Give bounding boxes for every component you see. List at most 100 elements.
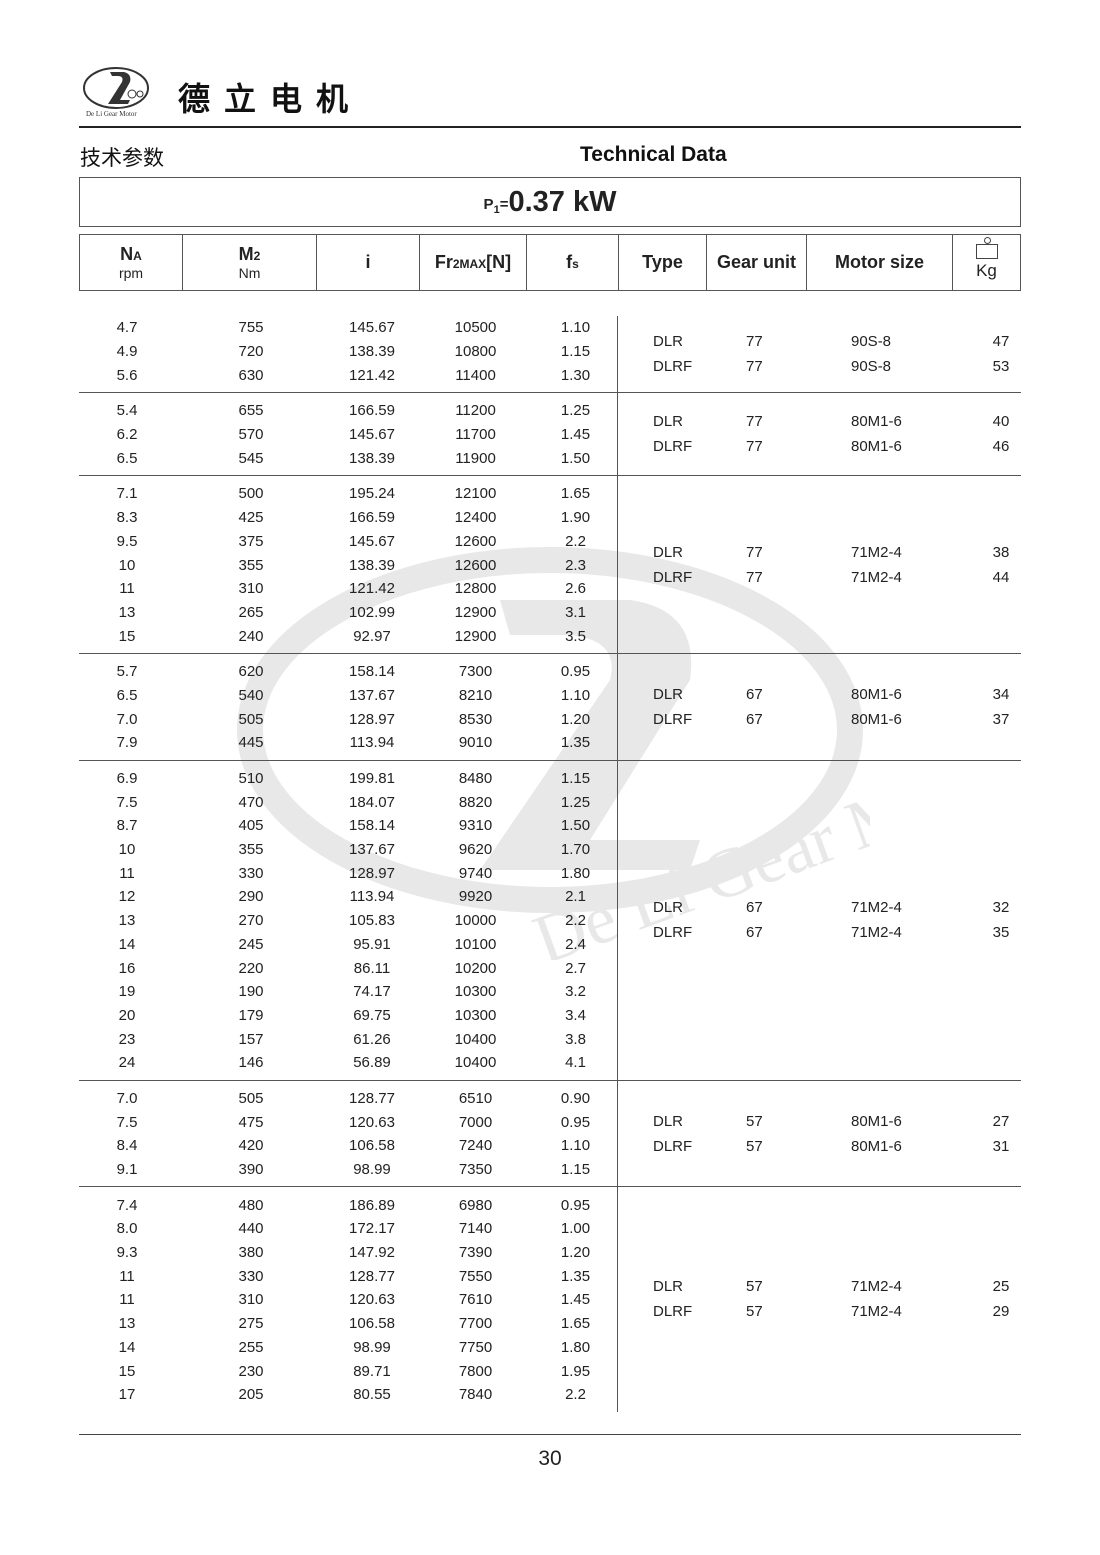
cell: 6.2: [116, 426, 138, 444]
spec-cell: 77: [746, 413, 763, 431]
cell: 9010: [458, 734, 493, 752]
cell: 12800: [454, 580, 497, 598]
spec-block: DLR 67 71M2-4 32 DLRF 67 71M2-4 35: [618, 761, 1036, 1080]
spec-cell: 38: [992, 543, 1010, 561]
cell: 3.5: [565, 627, 586, 645]
spec-block: DLR 57 71M2-4 25 DLRF 57 71M2-4 29: [618, 1187, 1036, 1411]
cell: 1.30: [560, 366, 591, 384]
performance-rows: 6.9 510 199.81 8480 1.15 7.5 470 184.07 8820 1.25…: [79, 760, 618, 1080]
cell: 470: [238, 793, 264, 811]
cell: 275: [238, 1315, 264, 1333]
page-number: 30: [538, 1447, 562, 1470]
spec-cell: 35: [992, 924, 1010, 942]
cell: 8.3: [116, 509, 138, 527]
spec-row: DLR 57 71M2-4 25: [618, 1274, 1036, 1299]
spec-block: DLR 67 80M1-6 34 DLRF 67 80M1-6 37: [618, 654, 1036, 760]
spec-cell: 47: [992, 333, 1010, 351]
cell: 10500: [454, 319, 497, 337]
cell: 172.17: [349, 1220, 395, 1238]
cell: 7800: [458, 1362, 493, 1380]
cell: 1.95: [560, 1362, 591, 1380]
cell: 92.97: [353, 627, 391, 645]
row-group: 7.0 505 128.77 6510 0.90 7.5 475 120.63 7000 0.95…: [79, 1080, 1021, 1188]
spec-cell: DLRF: [653, 1137, 693, 1155]
cell: 56.89: [353, 1054, 391, 1072]
cell: 6980: [458, 1196, 493, 1214]
table-row: 6.2 570 145.67 11700 1.45: [79, 423, 617, 447]
cell: 630: [238, 366, 264, 384]
performance-rows: 4.7 755 145.67 10500 1.10 4.9 720 138.39 10800 1.…: [79, 316, 618, 393]
spec-cell: 34: [992, 685, 1010, 703]
spec-cell: 27: [992, 1112, 1010, 1130]
cell: 255: [238, 1338, 264, 1356]
cell: 7.4: [116, 1196, 138, 1214]
cell: 10400: [454, 1054, 497, 1072]
cell: 10200: [454, 959, 497, 977]
cell: 15: [118, 627, 136, 645]
cell: 1.35: [560, 734, 591, 752]
cell: 9310: [458, 817, 493, 835]
cell: 17: [118, 1386, 136, 1404]
cell: 545: [238, 449, 264, 467]
table-row: 14 245 95.91 10100 2.4: [79, 933, 617, 957]
spec-cell: DLRF: [653, 568, 693, 586]
cell: 0.90: [560, 1089, 591, 1107]
cell: 230: [238, 1362, 264, 1380]
cell: 7700: [458, 1315, 493, 1333]
cell: 7.0: [116, 1089, 138, 1107]
col-kg: Kg: [953, 235, 1020, 290]
spec-cell: 90S-8: [851, 333, 892, 351]
cell: 1.15: [560, 1161, 591, 1179]
cell: 620: [238, 663, 264, 681]
table-row: 9.1 390 98.99 7350 1.15: [79, 1158, 617, 1182]
table-row: 7.0 505 128.77 6510 0.90: [79, 1087, 617, 1111]
cell: 9.5: [116, 532, 138, 550]
table-body: 4.7 755 145.67 10500 1.10 4.9 720 138.39 10800 1.…: [79, 316, 1021, 1412]
table-row: 6.9 510 199.81 8480 1.15: [79, 767, 617, 791]
row-group: 7.1 500 195.24 12100 1.65 8.3 425 166.59 12400 1.…: [79, 476, 1021, 654]
col-gear: Gear unit: [707, 235, 807, 290]
spec-cell: 90S-8: [851, 358, 892, 376]
cell: 1.45: [560, 426, 591, 444]
spec-cell: 77: [746, 568, 763, 586]
cell: 10300: [454, 983, 497, 1001]
cell: 13: [118, 603, 136, 621]
spec-cell: DLRF: [653, 358, 693, 376]
table-row: 11 330 128.77 7550 1.35: [79, 1264, 617, 1288]
table-row: 13 270 105.83 10000 2.2: [79, 909, 617, 933]
cell: 310: [238, 1291, 264, 1309]
cell: 166.59: [349, 402, 395, 420]
col-m2: M2 Nm: [183, 235, 317, 290]
spec-cell: 80M1-6: [851, 413, 902, 431]
performance-rows: 5.4 655 166.59 11200 1.25 6.2 570 145.67 11700 1.…: [79, 393, 618, 476]
cell: 11: [119, 1267, 135, 1285]
cell: 199.81: [349, 770, 395, 788]
cell: 1.00: [560, 1220, 591, 1238]
performance-rows: 7.1 500 195.24 12100 1.65 8.3 425 166.59 12400 1.…: [79, 476, 618, 653]
spec-cell: 44: [992, 568, 1010, 586]
title-en: Technical Data: [580, 143, 727, 166]
cell: 1.15: [560, 343, 591, 361]
cell: 98.99: [353, 1161, 391, 1179]
brand-name: 德立电机: [178, 80, 363, 118]
cell: 7.9: [116, 734, 138, 752]
cell: 9920: [458, 888, 493, 906]
spec-block: DLR 57 80M1-6 27 DLRF 57 80M1-6 31: [618, 1081, 1036, 1187]
cell: 7.5: [116, 793, 138, 811]
spec-row: DLRF 77 90S-8 53: [618, 354, 1036, 379]
cell: 121.42: [349, 580, 395, 598]
spec-cell: 71M2-4: [851, 568, 902, 586]
cell: 113.94: [349, 888, 395, 906]
cell: 510: [238, 770, 264, 788]
col-na: NA rpm: [80, 235, 183, 290]
cell: 146: [238, 1054, 264, 1072]
cell: 10000: [454, 912, 497, 930]
cell: 5.4: [116, 402, 138, 420]
cell: 310: [238, 580, 264, 598]
cell: 420: [238, 1137, 264, 1155]
spec-row: DLRF 67 71M2-4 35: [618, 920, 1036, 945]
cell: 14: [118, 1338, 136, 1356]
spec-cell: 57: [746, 1112, 763, 1130]
cell: 7300: [458, 663, 493, 681]
spec-cell: 57: [746, 1303, 763, 1321]
